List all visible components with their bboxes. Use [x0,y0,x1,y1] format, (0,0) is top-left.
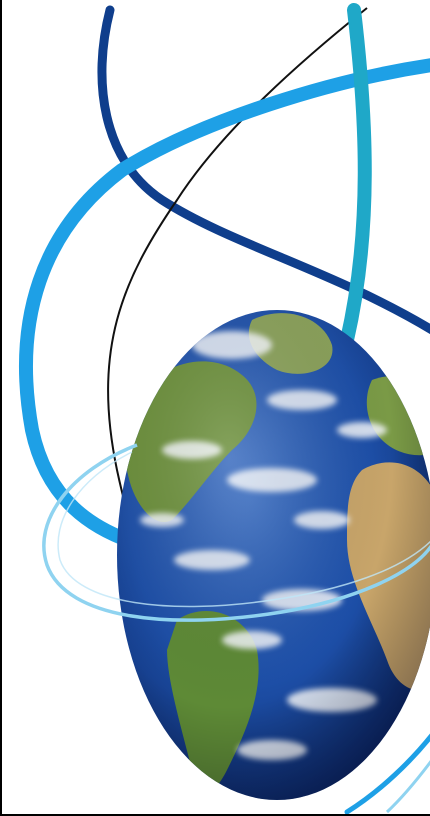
lower-pale-ribbon [385,760,430,814]
dark-blue-ribbon [97,5,430,335]
pale-blue-orbit-ring-inner [57,451,430,608]
lower-sky-ribbon [344,733,430,814]
pale-blue-orbit-ring [42,443,430,622]
earth-globe [117,310,430,800]
teal-ribbon [340,3,372,347]
